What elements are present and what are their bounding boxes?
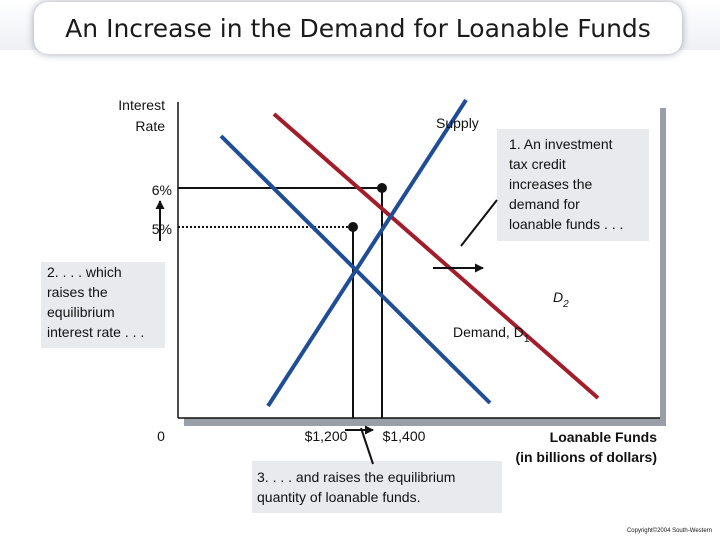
copyright-text: Copyright©2004 South-Western [627, 527, 712, 534]
callout-quantity-text: 3. . . . and raises the equilibrium quan… [257, 469, 459, 505]
x-axis-label-line2: (in billions of dollars) [515, 449, 657, 465]
supply-curve [272, 112, 600, 400]
callout1-leader-line [460, 199, 498, 247]
y-tick-label-6: 6% [152, 182, 172, 198]
supply-label: Supply [436, 115, 479, 131]
equilibrium-point-initial [348, 222, 358, 232]
y-axis-label-line2: Rate [135, 118, 165, 134]
slide-title: An Increase in the Demand for Loanable F… [65, 14, 651, 43]
d2-label: D2 [553, 289, 569, 310]
callout-quantity [252, 461, 502, 513]
demand-curve-d2 [266, 98, 468, 408]
callout3-leader-line [360, 427, 374, 465]
y-axis-label-line1: Interest [118, 97, 165, 113]
callout-investment-tax-credit-text: 1. An investment tax credit increases th… [509, 136, 623, 232]
callout-interest-rate [41, 262, 165, 348]
d1-label: Demand, D1 [453, 324, 530, 345]
x-tick-label-1400: $1,400 [383, 428, 426, 444]
callout-investment-tax-credit [497, 129, 649, 241]
y-tick-label-5: 5% [152, 221, 172, 237]
x-axis-label-line1: Loanable Funds [550, 429, 658, 445]
x-tick-label-1200: $1,200 [305, 428, 348, 444]
callout-interest-rate-text: 2. . . . which raises the equilibrium in… [47, 264, 144, 340]
title-box: An Increase in the Demand for Loanable F… [34, 2, 682, 54]
demand-curve-d1 [219, 134, 492, 405]
origin-label: 0 [157, 428, 165, 444]
equilibrium-point-new [377, 183, 387, 193]
